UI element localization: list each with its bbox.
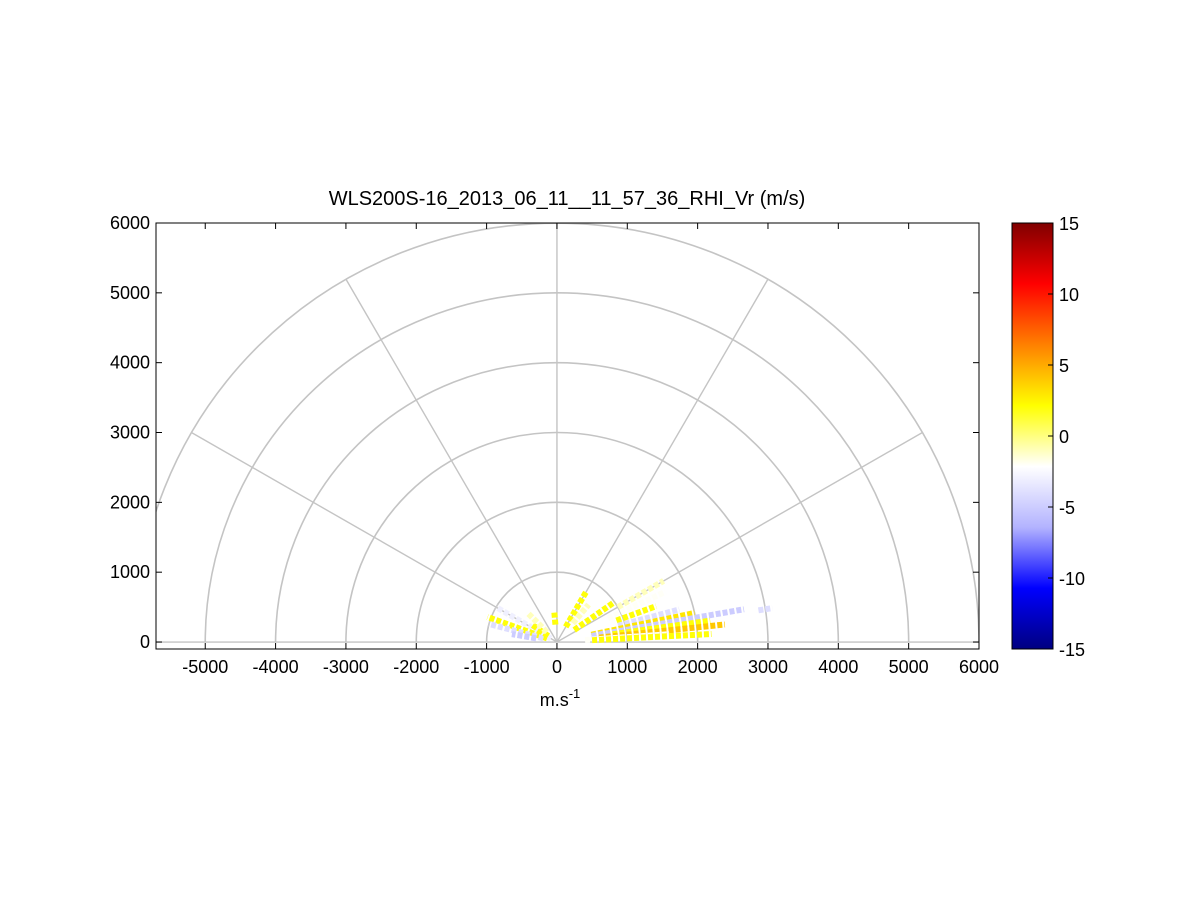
ray-gate-segment	[551, 610, 559, 625]
plot-area-frame	[155, 222, 980, 650]
ray-gate-segment	[529, 621, 551, 639]
plot-area-background	[156, 223, 979, 649]
ray-gate-segment	[511, 631, 537, 642]
colorbar: 15 10 5 0 -5 -10 -15	[1011, 214, 1085, 660]
y-tick-label: 4000	[110, 353, 150, 373]
x-tick-label: -5000	[182, 657, 228, 677]
chart-title: WLS200S-16_2013_06_11__11_57_36_RHI_Vr (…	[329, 188, 806, 210]
x-tick-label: -2000	[393, 657, 439, 677]
x-tick-label: 3000	[748, 657, 788, 677]
ray-gate-segment	[617, 606, 681, 629]
azimuth-spoke	[556, 278, 769, 643]
y-tick-label: 6000	[110, 213, 150, 233]
x-axis-label-superscript: -1	[569, 686, 581, 701]
ray-gate-segment	[606, 589, 667, 622]
x-axis: -5000 -4000 -3000 -2000 -1000 0 1000 2000 3000 40…	[182, 223, 999, 677]
colorbar-tick-label: 15	[1059, 214, 1079, 234]
ray-gate-segment	[486, 614, 549, 642]
colorbar-tick-label: 0	[1059, 427, 1069, 447]
colorbar-tick-label: -10	[1059, 569, 1085, 589]
y-tick-label: 0	[140, 632, 150, 652]
x-tick-label: 6000	[959, 657, 999, 677]
x-tick-label: 2000	[678, 657, 718, 677]
ray-gate-segment	[591, 630, 712, 644]
x-tick-label: 4000	[818, 657, 858, 677]
ray-gate-segment	[616, 578, 666, 610]
ray-gate-segment	[494, 604, 553, 642]
colorbar-tick-label: -15	[1059, 640, 1085, 660]
radial-velocity-rays	[486, 578, 773, 644]
y-tick-label: 5000	[110, 283, 150, 303]
polar-grid	[156, 223, 979, 643]
y-tick-label: 2000	[110, 492, 150, 512]
x-axis-label-text: m.s	[540, 690, 569, 710]
colorbar-ticks: 15 10 5 0 -5 -10 -15	[1048, 214, 1085, 660]
x-tick-label: 1000	[607, 657, 647, 677]
ray-gate-segment	[572, 599, 617, 633]
colorbar-tick-label: 10	[1059, 285, 1079, 305]
ray-gate-segment	[570, 602, 591, 626]
ray-gate-segment	[524, 610, 550, 635]
y-tick-label: 1000	[110, 562, 150, 582]
colorbar-scale	[1011, 222, 1054, 650]
x-tick-label: 5000	[889, 657, 929, 677]
x-tick-label: -3000	[323, 657, 369, 677]
y-tick-label: 3000	[110, 423, 150, 443]
x-axis-label: m.s-1	[540, 686, 581, 710]
range-ring	[156, 223, 979, 643]
azimuth-spoke	[345, 278, 558, 643]
colorbar-tick-label: -5	[1059, 498, 1075, 518]
x-tick-label: 0	[552, 657, 562, 677]
ray-gate-segment	[615, 603, 658, 624]
y-axis: 0 1000 2000 3000 4000 5000 6000	[110, 213, 979, 652]
colorbar-tick-label: 5	[1059, 356, 1069, 376]
ray-gate-segment	[757, 605, 773, 614]
x-tick-label: -1000	[464, 657, 510, 677]
x-tick-label: -4000	[253, 657, 299, 677]
